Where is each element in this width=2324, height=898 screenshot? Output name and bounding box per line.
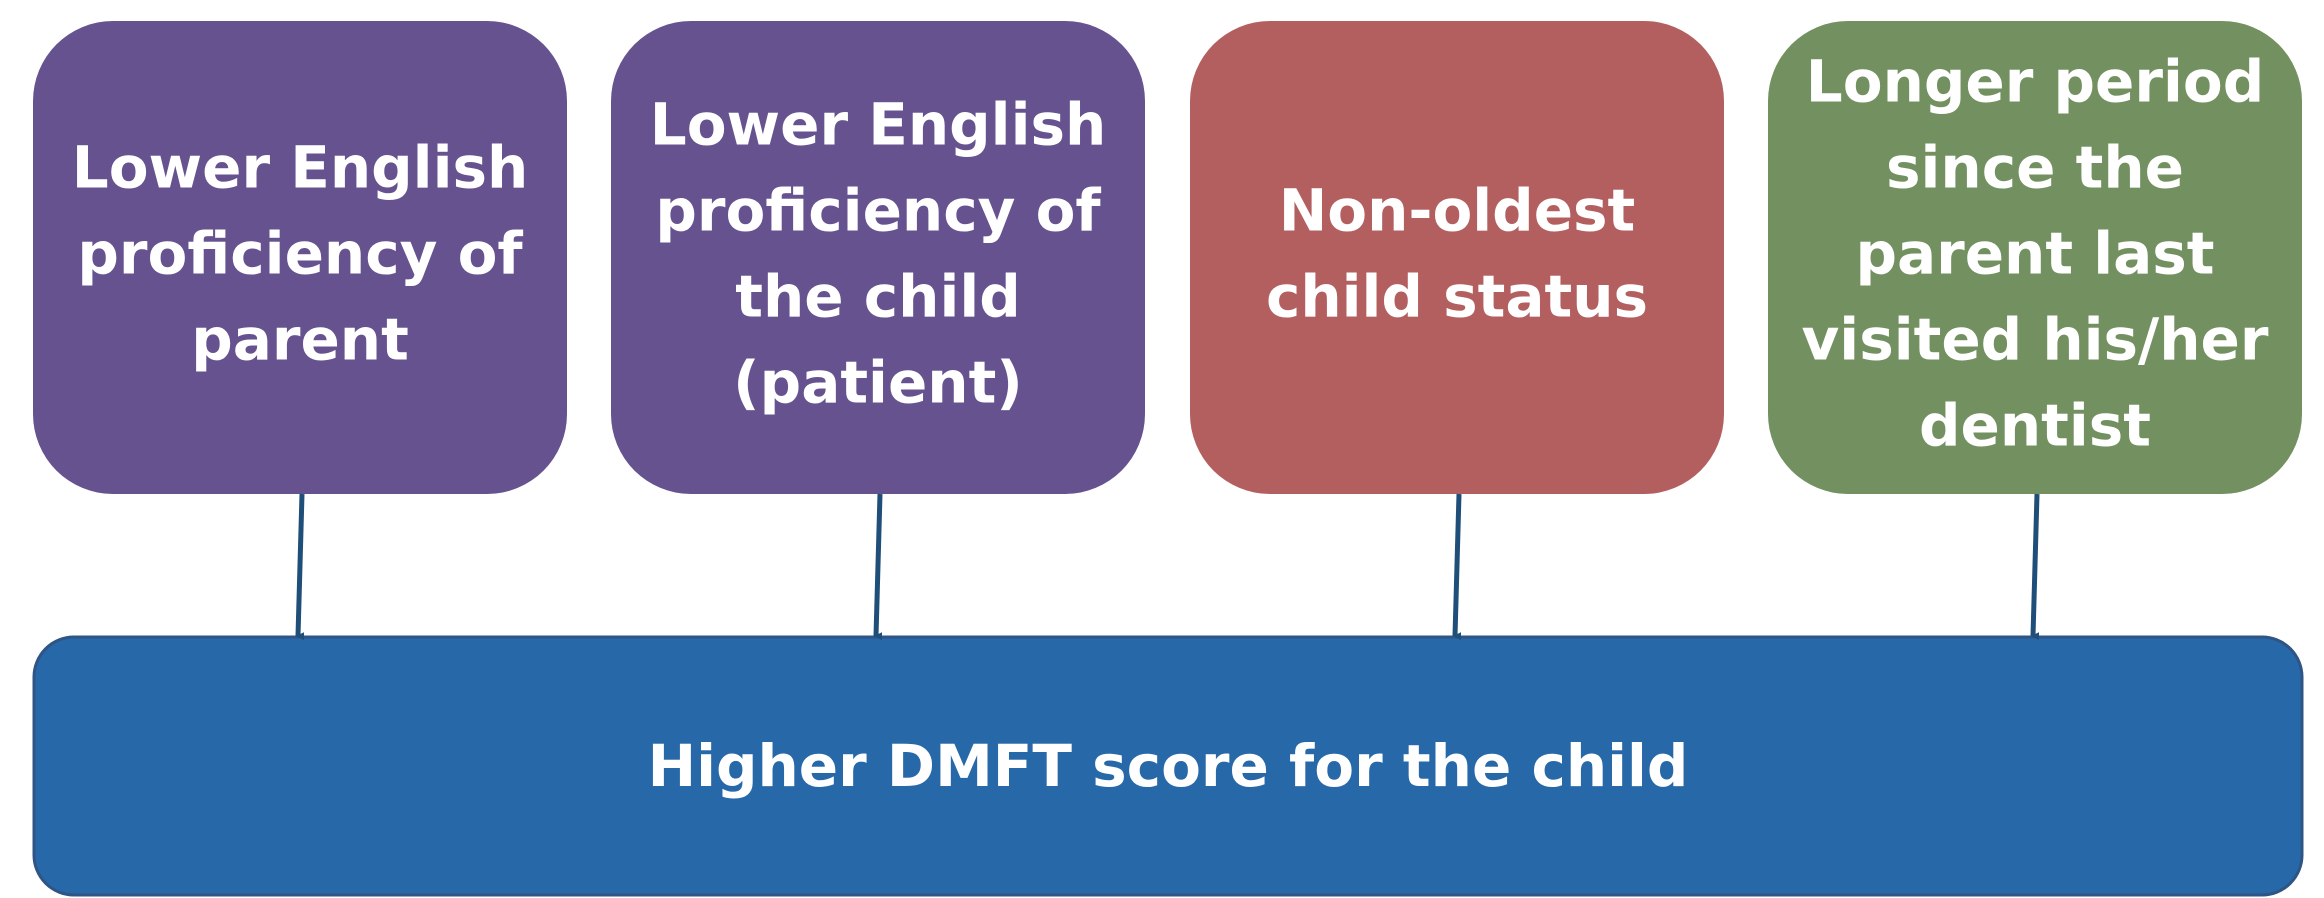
factor-box xyxy=(33,21,567,494)
arrow xyxy=(2030,493,2040,641)
factor-label: child status xyxy=(1266,263,1648,331)
factor-label: Non-oldest xyxy=(1279,177,1636,245)
factor-label: Lower English xyxy=(650,91,1107,159)
factor-label: dentist xyxy=(1919,392,2151,460)
factor-nodes: Lower English proficiency of parent Lower E… xyxy=(33,21,2302,641)
outcome-label: Higher DMFT score for the child xyxy=(648,732,1689,800)
outcome-box xyxy=(32,635,2304,897)
factor-label: proficiency of xyxy=(77,220,523,288)
factor-box xyxy=(1768,21,2302,494)
factor-box xyxy=(611,21,1145,494)
arrow xyxy=(873,493,883,641)
factor-label: (patient) xyxy=(733,349,1023,417)
factor-label: proficiency of xyxy=(655,177,1101,245)
arrow xyxy=(1452,493,1462,641)
factor-label: visited his/her xyxy=(1802,306,2269,374)
factor-label: the child xyxy=(735,263,1021,331)
factor-label: parent last xyxy=(1855,220,2214,288)
factor-label: Lower English xyxy=(72,134,529,202)
arrow xyxy=(295,493,305,641)
factor-box xyxy=(1190,21,1724,494)
factor-label: parent xyxy=(191,306,409,374)
factor-label: Longer period xyxy=(1806,48,2264,116)
factor-label: since the xyxy=(1886,134,2184,202)
